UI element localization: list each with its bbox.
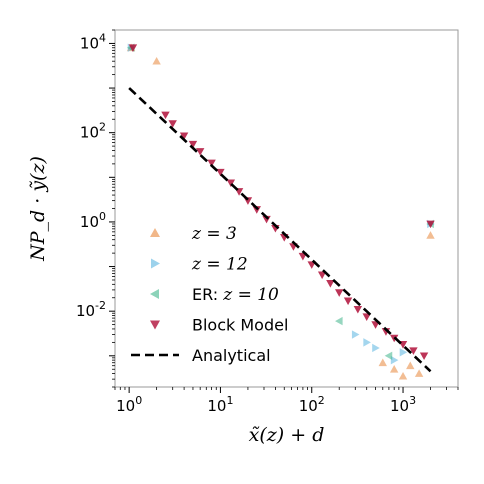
data-point — [179, 132, 189, 141]
legend: z = 3 z = 12 ER: z = 10 Block Model Analytic… — [131, 224, 288, 365]
legend-label: z = 3 — [191, 224, 237, 244]
data-point — [188, 140, 198, 149]
data-point — [226, 179, 236, 188]
legend-marker — [150, 289, 159, 299]
data-point — [378, 358, 387, 367]
data-point — [335, 316, 343, 326]
legend-label: Block Model — [192, 316, 288, 335]
y-tick-label: 104 — [80, 31, 106, 52]
legend-label: Analytical — [192, 346, 271, 365]
data-point — [317, 271, 327, 280]
data-point — [389, 365, 399, 373]
legend-label: ER: z = 10 — [192, 285, 279, 305]
y-tick-label: 100 — [80, 210, 106, 231]
plot-frame — [114, 29, 459, 388]
y-tick-label: 10-2 — [76, 299, 106, 320]
x-tick-label: 103 — [390, 394, 416, 415]
legend-marker — [151, 258, 160, 269]
data-point — [207, 159, 216, 168]
data-point — [399, 348, 408, 357]
data-point — [168, 120, 177, 128]
data-point — [326, 280, 335, 288]
data-point — [363, 338, 371, 347]
x-tick-label: 102 — [299, 394, 325, 415]
data-point — [362, 313, 371, 321]
data-point — [372, 343, 380, 353]
data-point — [426, 231, 435, 239]
data-point — [161, 111, 170, 120]
data-point — [398, 371, 408, 380]
data-point — [353, 305, 363, 314]
data-marks — [126, 43, 435, 380]
data-point — [419, 352, 429, 361]
x-tick-label: 100 — [116, 394, 142, 415]
data-point — [351, 330, 360, 339]
x-tick-label: 101 — [207, 394, 233, 415]
x-axis-label: x̃(z) + d — [249, 424, 325, 446]
axis-ticks: 100 101 102 103 104 102 100 10-2 — [76, 29, 459, 415]
y-axis-label: NP_d · ỹ(z) — [27, 156, 49, 262]
data-point — [152, 56, 161, 65]
data-point — [409, 347, 418, 355]
y-tick-label: 102 — [80, 121, 106, 142]
data-point — [426, 220, 435, 229]
analytical-line-group — [128, 87, 432, 373]
legend-marker — [150, 228, 160, 237]
data-point — [343, 297, 353, 306]
data-point — [414, 369, 424, 377]
data-point — [406, 361, 415, 370]
analytical-line — [128, 87, 432, 373]
data-point — [195, 148, 205, 156]
data-point — [384, 351, 393, 361]
data-point — [128, 44, 138, 52]
legend-label: z = 12 — [191, 255, 248, 275]
data-point — [390, 355, 399, 365]
legend-marker — [150, 320, 160, 330]
data-point — [335, 289, 344, 297]
data-point — [216, 168, 225, 177]
data-point — [252, 206, 261, 214]
